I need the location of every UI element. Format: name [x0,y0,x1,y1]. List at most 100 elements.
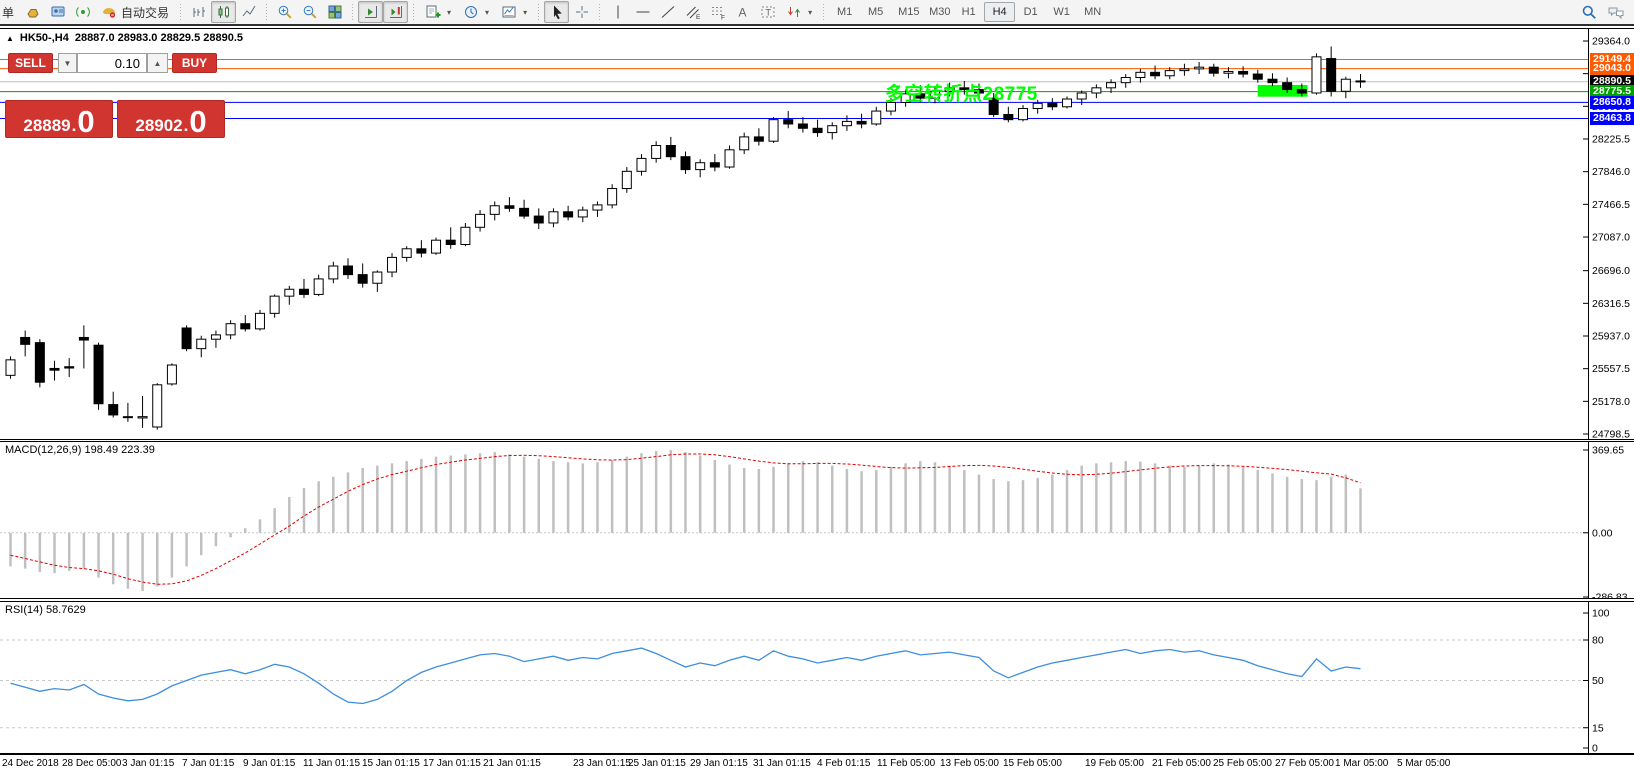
zoom-out-icon [303,5,317,19]
auto-scroll-button[interactable] [358,1,384,23]
candle-up [210,334,221,340]
timeframe-button-m5[interactable]: M5 [860,2,891,22]
arrows-button[interactable] [780,1,818,23]
candle-down [1252,73,1263,80]
timeframe-button-h1[interactable]: H1 [953,2,984,22]
candle-up [431,239,442,254]
candle-up [152,384,163,428]
time-axis-label: 7 Jan 01:15 [182,758,235,769]
timeframe-button-mn[interactable]: MN [1077,2,1108,22]
timeframe-button-d1[interactable]: D1 [1015,2,1046,22]
profile-icon [51,6,65,17]
svg-text:F: F [721,15,725,21]
volume-decrease-button[interactable]: ▼ [58,53,77,73]
price-chart-pane[interactable]: 29364.0 28984.5 28605.0 28225.5 27846.0 27466… [0,28,1634,440]
time-axis[interactable]: 24 Dec 2018 28 Dec 05:00 3 Jan 01:15 7 Jan … [0,754,1634,774]
toolbar-separator [410,2,418,22]
candle-down [93,344,104,405]
candle-up [592,204,603,211]
axis-tick-label: 24798.5 [1592,429,1630,441]
buy-button[interactable]: BUY [172,53,217,73]
time-axis-label: 13 Feb 05:00 [940,758,999,769]
sell-price-big-digit: 0 [77,103,95,139]
sell-button[interactable]: SELL [8,53,53,73]
candle-down [680,156,691,171]
candle-up [1091,87,1102,94]
profile-button[interactable] [45,1,70,23]
volume-input[interactable]: 0.10 [77,53,147,73]
text-icon: A [738,6,746,20]
auto-scroll-icon [364,6,377,18]
new-order-button[interactable]: 单 [0,1,20,23]
chart-shift-button[interactable] [383,1,409,23]
fibonacci-button[interactable]: F [705,1,730,23]
search-button[interactable] [1576,1,1601,23]
candle-down [108,404,119,416]
vertical-line-button[interactable] [605,1,630,23]
horizontal-line-button[interactable] [630,1,655,23]
chat-button[interactable] [1603,1,1628,23]
timeframe-button-m15[interactable]: M15 [891,2,922,22]
timeframe-button-h4[interactable]: H4 [984,2,1016,22]
volume-increase-button[interactable]: ▲ [147,53,168,73]
buy-price-main: 28902 [135,116,183,135]
bar-chart-button[interactable] [186,1,211,23]
bar-chart-icon [193,7,205,17]
chart-ohlc-values: 28887.0 28983.0 28829.5 28890.5 [74,32,244,44]
buy-price-box[interactable]: 28902 . 0 [117,100,225,138]
periods-button[interactable] [457,1,495,23]
autotrading-button[interactable]: 自动交易 [95,1,175,23]
collapse-panel-arrow-icon[interactable]: ▲ [6,33,14,43]
macd-indicator-pane[interactable]: 369.65 0.00 -286.83 MACD(12,26,9) 198.49 2… [0,441,1634,599]
candle-down [1296,89,1307,94]
zoom-out-button[interactable] [297,1,322,23]
candle-up [284,288,295,297]
buy-button-label: BUY [181,56,208,70]
axis-tick-label: 369.65 [1592,445,1624,457]
time-axis-label: 4 Feb 01:15 [817,758,871,769]
timeframe-button-w1[interactable]: W1 [1046,2,1077,22]
time-axis-label: 15 Jan 01:15 [362,758,420,769]
candle-up [269,295,280,314]
signal-icon [75,7,90,17]
signal-button[interactable] [70,1,95,23]
axis-tick-label: 27087.0 [1592,232,1630,244]
candle-up [166,364,177,385]
trendline-button[interactable] [655,1,680,23]
candle-up [387,256,398,273]
candle-up [196,338,207,350]
gold-button[interactable] [20,1,45,23]
candle-up [577,209,588,218]
candle-up [1194,66,1205,70]
axis-tick-label: 27466.5 [1592,199,1630,211]
arrows-icon [788,7,800,17]
time-axis-label: 5 Mar 05:00 [1397,758,1451,769]
chart-shift-icon [389,6,402,18]
axis-tick-label: 25178.0 [1592,396,1630,408]
line-chart-button[interactable] [236,1,261,23]
crosshair-button[interactable] [569,1,594,23]
cursor-button[interactable] [544,1,570,23]
candlestick-button[interactable] [211,1,237,23]
text-label-button[interactable]: T [755,1,780,23]
candle-down [240,323,251,330]
sell-price-box[interactable]: 28889 . 0 [5,100,113,138]
add-indicator-button[interactable] [419,1,457,23]
price-chart-canvas: 29364.0 28984.5 28605.0 28225.5 27846.0 27466… [0,28,1634,440]
tile-windows-button[interactable] [322,1,347,23]
timeframe-button-m1[interactable]: M1 [829,2,860,22]
candle-up [621,170,632,190]
timeframe-button-m30[interactable]: M30 [922,2,953,22]
rsi-indicator-pane[interactable]: 100 80 50 15 0 RSI(14) 58.7629 [0,601,1634,754]
candle-down [563,211,574,218]
templates-button[interactable] [495,1,533,23]
tile-windows-icon [328,5,342,19]
toolbar-separator [177,2,185,22]
equidistant-channel-button[interactable]: E [680,1,705,23]
text-button[interactable]: A [730,1,755,23]
zoom-in-button[interactable] [272,1,297,23]
time-axis-label: 29 Jan 01:15 [690,758,748,769]
candle-up [871,110,882,125]
trendline-icon [661,6,674,18]
candle-up [885,101,896,112]
